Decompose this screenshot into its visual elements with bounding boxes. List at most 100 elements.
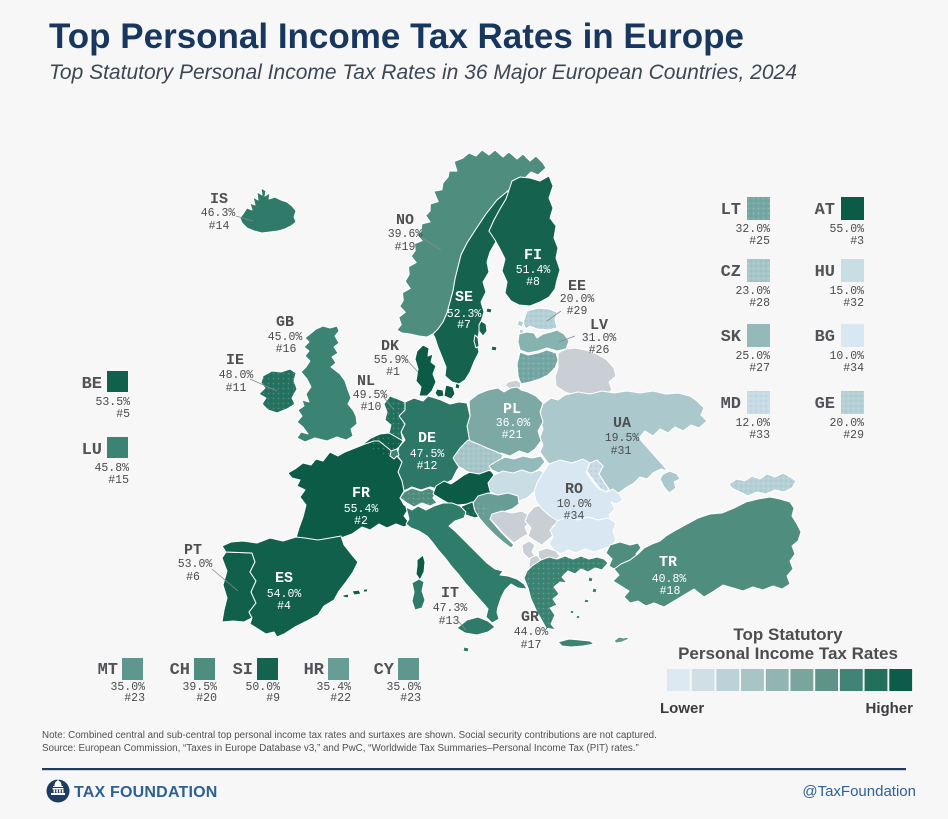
svg-text:#26: #26 xyxy=(589,344,610,357)
svg-text:#2: #2 xyxy=(354,515,368,528)
svg-text:PT: PT xyxy=(184,542,202,559)
svg-text:BG: BG xyxy=(815,328,835,347)
svg-text:Personal Income Tax Rates: Personal Income Tax Rates xyxy=(678,644,898,663)
svg-text:MD: MD xyxy=(721,395,741,414)
svg-text:32.0%: 32.0% xyxy=(735,223,770,236)
svg-text:39.6%: 39.6% xyxy=(388,228,423,241)
svg-text:#4: #4 xyxy=(277,600,291,613)
svg-text:39.5%: 39.5% xyxy=(182,681,217,694)
svg-text:CH: CH xyxy=(170,661,190,680)
svg-text:GE: GE xyxy=(815,395,835,414)
svg-text:Source: European Commission, “: Source: European Commission, “Taxes in E… xyxy=(42,743,639,754)
svg-text:50.0%: 50.0% xyxy=(245,681,280,694)
svg-text:SE: SE xyxy=(455,289,473,306)
svg-text:LT: LT xyxy=(721,201,741,220)
svg-text:LU: LU xyxy=(82,441,102,460)
svg-text:46.3%: 46.3% xyxy=(201,207,236,220)
svg-text:35.4%: 35.4% xyxy=(316,681,351,694)
svg-text:40.8%: 40.8% xyxy=(652,573,687,586)
svg-text:DE: DE xyxy=(418,430,436,447)
svg-text:FI: FI xyxy=(524,247,542,264)
svg-text:IS: IS xyxy=(210,191,228,208)
svg-text:#19: #19 xyxy=(395,241,416,254)
svg-text:55.4%: 55.4% xyxy=(344,503,379,516)
svg-text:MT: MT xyxy=(98,661,118,680)
svg-text:55.0%: 55.0% xyxy=(829,223,864,236)
svg-text:20.0%: 20.0% xyxy=(560,293,595,306)
svg-text:#34: #34 xyxy=(843,362,864,375)
svg-text:52.3%: 52.3% xyxy=(447,308,482,321)
svg-text:10.0%: 10.0% xyxy=(829,350,864,363)
svg-text:#25: #25 xyxy=(749,235,770,248)
svg-text:TAX FOUNDATION: TAX FOUNDATION xyxy=(74,784,218,801)
svg-text:45.8%: 45.8% xyxy=(94,462,129,475)
svg-text:LV: LV xyxy=(590,317,608,334)
svg-text:#16: #16 xyxy=(276,343,297,356)
svg-text:ES: ES xyxy=(275,570,293,587)
svg-text:31.0%: 31.0% xyxy=(582,332,617,345)
svg-text:#20: #20 xyxy=(196,692,217,705)
svg-text:23.0%: 23.0% xyxy=(735,285,770,298)
svg-text:47.3%: 47.3% xyxy=(433,602,468,615)
svg-text:#3: #3 xyxy=(850,235,864,248)
svg-text:#29: #29 xyxy=(843,429,864,442)
svg-text:CZ: CZ xyxy=(721,263,741,282)
svg-text:#23: #23 xyxy=(400,692,421,705)
svg-text:10.0%: 10.0% xyxy=(557,498,592,511)
svg-text:TR: TR xyxy=(659,554,677,571)
svg-text:#6: #6 xyxy=(186,571,200,584)
svg-text:UA: UA xyxy=(613,415,631,432)
svg-text:#22: #22 xyxy=(330,692,351,705)
svg-text:Higher: Higher xyxy=(865,700,913,717)
svg-text:GR: GR xyxy=(521,609,539,626)
svg-text:IT: IT xyxy=(441,585,459,602)
svg-text:53.5%: 53.5% xyxy=(95,396,130,409)
svg-text:FR: FR xyxy=(352,485,370,502)
svg-text:@TaxFoundation: @TaxFoundation xyxy=(802,783,916,800)
svg-text:GB: GB xyxy=(276,314,294,331)
svg-text:35.0%: 35.0% xyxy=(110,681,145,694)
svg-text:#13: #13 xyxy=(439,615,460,628)
svg-text:#7: #7 xyxy=(457,319,471,332)
svg-text:#10: #10 xyxy=(361,401,382,414)
svg-text:#8: #8 xyxy=(526,276,540,289)
svg-text:#11: #11 xyxy=(226,382,247,395)
svg-text:Note: Combined central and sub: Note: Combined central and sub-central t… xyxy=(42,730,657,741)
svg-text:#28: #28 xyxy=(749,297,770,310)
svg-text:HU: HU xyxy=(815,263,835,282)
svg-text:#12: #12 xyxy=(417,460,438,473)
svg-text:Top Statutory: Top Statutory xyxy=(733,625,843,644)
svg-text:#21: #21 xyxy=(502,429,523,442)
svg-text:#9: #9 xyxy=(266,692,280,705)
svg-text:53.0%: 53.0% xyxy=(178,558,213,571)
svg-text:44.0%: 44.0% xyxy=(514,626,549,639)
svg-text:RO: RO xyxy=(565,481,583,498)
svg-text:54.0%: 54.0% xyxy=(267,588,302,601)
svg-text:#29: #29 xyxy=(567,305,588,318)
svg-text:45.0%: 45.0% xyxy=(268,331,303,344)
svg-text:51.4%: 51.4% xyxy=(516,264,551,277)
svg-text:12.0%: 12.0% xyxy=(735,417,770,430)
svg-text:#23: #23 xyxy=(124,692,145,705)
svg-text:Lower: Lower xyxy=(660,700,704,717)
svg-text:#33: #33 xyxy=(749,429,770,442)
svg-text:#5: #5 xyxy=(116,408,130,421)
svg-text:#32: #32 xyxy=(843,297,864,310)
svg-text:47.5%: 47.5% xyxy=(410,448,445,461)
svg-text:DK: DK xyxy=(381,338,399,355)
svg-text:IE: IE xyxy=(226,352,244,369)
svg-text:#14: #14 xyxy=(209,220,230,233)
svg-text:NL: NL xyxy=(357,373,375,390)
svg-text:#1: #1 xyxy=(386,366,400,379)
svg-text:20.0%: 20.0% xyxy=(829,417,864,430)
svg-text:CY: CY xyxy=(374,661,395,680)
svg-text:HR: HR xyxy=(304,661,325,680)
svg-text:25.0%: 25.0% xyxy=(735,350,770,363)
svg-text:#27: #27 xyxy=(749,362,770,375)
svg-text:SI: SI xyxy=(233,661,253,680)
svg-text:19.5%: 19.5% xyxy=(605,432,640,445)
svg-text:15.0%: 15.0% xyxy=(829,285,864,298)
svg-text:#31: #31 xyxy=(611,445,632,458)
svg-text:49.5%: 49.5% xyxy=(353,389,388,402)
svg-text:EE: EE xyxy=(568,278,586,295)
